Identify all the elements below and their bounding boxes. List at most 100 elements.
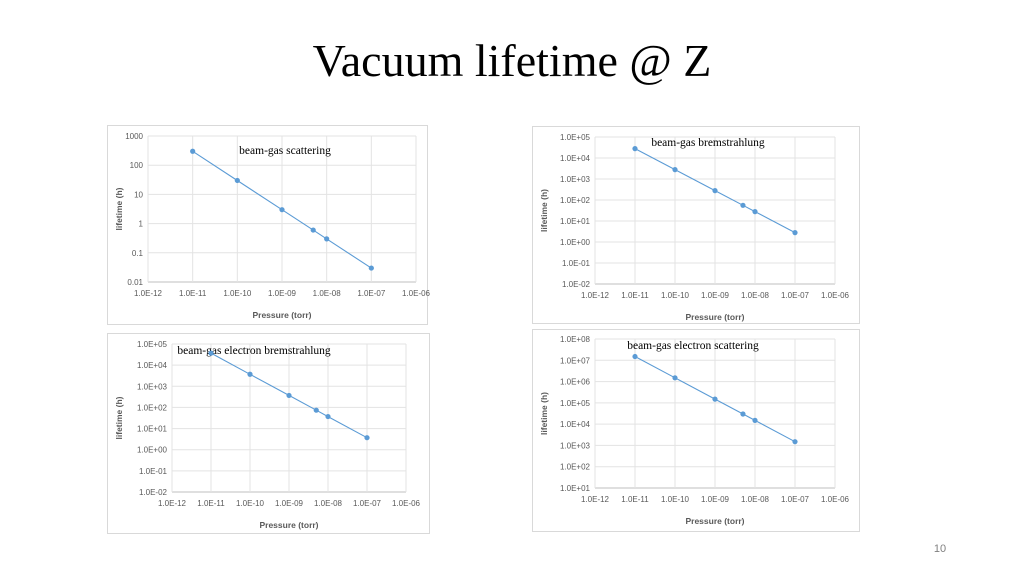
chart-svg-beam-gas-bremstrahlung: 1.0E+05 1.0E+04 1.0E+03 1.0E+02 1.0E+01 1.0E+…: [539, 133, 850, 322]
y-tick-label: 1.0E+01: [137, 425, 168, 434]
y-tick-label: 10: [134, 190, 143, 199]
y-tick-label: 0.1: [132, 249, 144, 258]
y-tick-label: 1.0E+04: [137, 361, 168, 370]
chart-svg-beam-gas-electron-scattering: 1.0E+08 1.0E+07 1.0E+06 1.0E+05 1.0E+04 1.0E+…: [539, 335, 850, 526]
y-tick-label: 1.0E-01: [139, 467, 168, 476]
slide-title: Vacuum lifetime @ Z: [312, 35, 712, 86]
y-tick-label: 1.0E+05: [560, 133, 591, 142]
data-point: [286, 392, 292, 399]
x-tick-label: 1.0E-11: [621, 291, 649, 300]
x-tick-label: 1.0E-06: [392, 499, 421, 508]
data-point: [279, 207, 285, 213]
chart-annotation: beam-gas bremstrahlung: [651, 137, 765, 149]
data-point: [190, 148, 196, 154]
x-tick-label: 1.0E-09: [275, 499, 304, 508]
chart-annotation: beam-gas electron scattering: [627, 340, 759, 352]
y-tick-label: 1.0E-01: [562, 259, 591, 268]
data-point: [325, 413, 331, 420]
x-axis-title: Pressure (torr): [685, 312, 744, 322]
y-tick-label: 1000: [125, 132, 143, 141]
data-point: [672, 375, 678, 381]
y-tick-label: 1: [139, 220, 144, 229]
data-point: [632, 146, 638, 152]
y-tick-label: 1.0E+05: [560, 399, 591, 408]
x-axis-title: Pressure (torr): [685, 516, 744, 526]
y-tick-label: 1.0E+02: [560, 463, 591, 472]
x-tick-label: 1.0E-11: [197, 499, 225, 508]
x-tick-label: 1.0E-11: [621, 495, 649, 504]
x-tick-label: 1.0E-09: [701, 291, 730, 300]
x-tick-label: 1.0E-07: [781, 291, 810, 300]
x-tick-label: 1.0E-06: [821, 495, 850, 504]
chart-annotation: beam-gas scattering: [239, 145, 331, 157]
x-tick-label: 1.0E-08: [741, 495, 770, 504]
chart-svg-beam-gas-electron-bremstrahlung: 1.0E+05 1.0E+04 1.0E+03 1.0E+02 1.0E+01 1.0E+…: [114, 340, 421, 530]
x-axis-title: Pressure (torr): [252, 310, 311, 320]
y-tick-label: 1.0E+08: [560, 335, 591, 344]
y-tick-label: 1.0E-02: [139, 488, 168, 497]
y-tick-label: 1.0E+01: [560, 217, 591, 226]
x-axis-title: Pressure (torr): [259, 520, 318, 530]
y-tick-label: 1.0E+03: [560, 175, 591, 184]
y-axis-title: lifetime (h): [114, 187, 124, 230]
x-tick-label: 1.0E-06: [402, 289, 431, 298]
y-tick-label: 1.0E+02: [137, 403, 168, 412]
x-tick-label: 1.0E-08: [741, 291, 770, 300]
y-tick-label: 1.0E+03: [560, 441, 591, 450]
y-tick-label: 1.0E+04: [560, 420, 591, 429]
data-point: [712, 188, 718, 194]
data-point: [310, 227, 316, 233]
y-tick-label: 1.0E+00: [137, 446, 168, 455]
x-tick-label: 1.0E-12: [158, 499, 187, 508]
y-tick-label: 100: [130, 161, 144, 170]
x-tick-label: 1.0E-12: [581, 291, 610, 300]
y-tick-label: 1.0E+07: [560, 356, 591, 365]
x-tick-label: 1.0E-07: [357, 289, 386, 298]
x-tick-label: 1.0E-08: [313, 289, 342, 298]
x-tick-label: 1.0E-08: [314, 499, 343, 508]
data-point: [368, 265, 374, 271]
data-point: [208, 350, 214, 356]
data-point: [672, 167, 678, 173]
data-point: [712, 396, 718, 402]
x-tick-label: 1.0E-09: [701, 495, 730, 504]
chart-beam-gas-electron-bremstrahlung: 1.0E+05 1.0E+04 1.0E+03 1.0E+02 1.0E+01 1.0E+…: [107, 333, 430, 534]
y-tick-label: 1.0E+04: [560, 154, 591, 163]
series-line: [192, 150, 372, 269]
chart-beam-gas-bremstrahlung: 1.0E+05 1.0E+04 1.0E+03 1.0E+02 1.0E+01 1.0E+…: [532, 126, 860, 324]
x-tick-label: 1.0E-12: [134, 289, 163, 298]
x-tick-label: 1.0E-10: [661, 495, 690, 504]
series-line: [634, 148, 796, 234]
data-point: [740, 411, 746, 417]
x-tick-label: 1.0E-11: [179, 289, 207, 298]
x-tick-label: 1.0E-10: [661, 291, 690, 300]
data-point: [792, 230, 798, 236]
y-tick-label: 1.0E+02: [560, 196, 591, 205]
x-tick-label: 1.0E-12: [581, 495, 610, 504]
x-tick-label: 1.0E-10: [223, 289, 252, 298]
y-tick-label: 1.0E+03: [137, 382, 168, 391]
y-tick-label: 0.01: [127, 278, 143, 287]
data-point: [324, 236, 330, 242]
series-line: [210, 352, 368, 439]
chart-svg-beam-gas-scattering: 1000 100 10 1 0.1 0.01 1.0E-12 1.0E-11 1.0E-10 1.…: [114, 132, 431, 320]
x-tick-label: 1.0E-06: [821, 291, 850, 300]
chart-annotation: beam-gas electron bremstrahlung: [177, 345, 331, 357]
y-tick-label: 1.0E+05: [137, 340, 168, 349]
x-tick-label: 1.0E-07: [353, 499, 382, 508]
data-point: [313, 407, 319, 413]
data-point: [752, 209, 758, 215]
y-axis-title: lifetime (h): [114, 396, 124, 439]
y-axis-title: lifetime (h): [539, 392, 549, 435]
page-number: 10: [933, 543, 947, 555]
x-tick-label: 1.0E-10: [236, 499, 265, 508]
chart-beam-gas-scattering: 1000 100 10 1 0.1 0.01 1.0E-12 1.0E-11 1.0E-10 1.…: [107, 125, 431, 325]
data-point: [247, 371, 253, 377]
chart-beam-gas-electron-scattering: 1.0E+08 1.0E+07 1.0E+06 1.0E+05 1.0E+04 1.0E+…: [532, 329, 860, 532]
y-axis-title: lifetime (h): [539, 189, 549, 232]
x-tick-label: 1.0E-07: [781, 495, 810, 504]
series-line: [634, 356, 796, 443]
data-point: [364, 435, 370, 441]
y-tick-label: 1.0E+06: [560, 378, 591, 387]
y-tick-label: 1.0E+01: [560, 484, 591, 493]
